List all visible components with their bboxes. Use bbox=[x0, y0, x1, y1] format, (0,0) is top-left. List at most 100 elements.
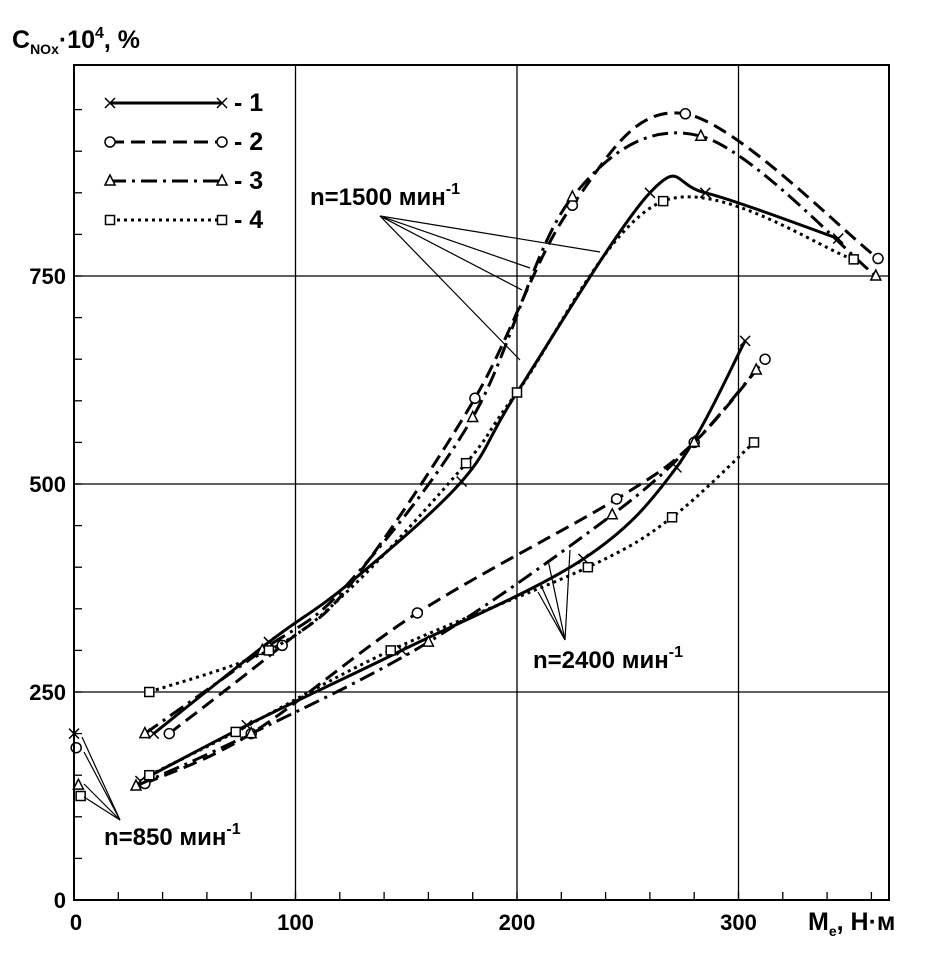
series-4-n1500-line bbox=[148, 195, 855, 694]
y-tick-label: 250 bbox=[29, 680, 66, 705]
legend-label: - 3 bbox=[234, 167, 263, 195]
y-tick-label: 0 bbox=[54, 888, 66, 913]
series-1 bbox=[68, 174, 844, 787]
series-1-point bbox=[456, 475, 468, 488]
legend-label: - 4 bbox=[234, 206, 263, 234]
leader-n850 bbox=[83, 783, 121, 821]
series-3-point bbox=[244, 725, 258, 739]
leader-n1500 bbox=[379, 215, 601, 253]
series-1-point bbox=[739, 335, 751, 347]
series-4-point bbox=[511, 387, 523, 398]
tick-labels: 0 100 200 300 0 250 500 750 bbox=[29, 264, 757, 935]
annotation-leaders bbox=[81, 215, 601, 821]
series-2-n850-point bbox=[70, 741, 82, 754]
series-3-n2400-line bbox=[135, 369, 758, 788]
series-3-point bbox=[466, 409, 479, 423]
legend-marker bbox=[216, 214, 228, 226]
series-1-n2400-line bbox=[139, 340, 747, 783]
y-axis-label-main: C bbox=[12, 26, 30, 54]
series-3-point bbox=[138, 725, 152, 739]
annotation-n2400-sup: -1 bbox=[669, 644, 683, 661]
leader-n1500 bbox=[379, 215, 523, 291]
annotation-n1500-text: n=1500 мин bbox=[310, 184, 446, 211]
x-axis-label: Me, Н·м bbox=[808, 908, 895, 939]
leader-n850 bbox=[83, 751, 121, 821]
series-4-point bbox=[582, 561, 594, 573]
series-3-point bbox=[129, 778, 143, 791]
leader-n2400 bbox=[547, 559, 566, 641]
annotation-n2400-text: n=2400 мин bbox=[533, 647, 669, 674]
series-2-point bbox=[872, 252, 884, 265]
plot-frame bbox=[73, 64, 890, 901]
series-1-point bbox=[832, 233, 844, 245]
y-tick-label: 750 bbox=[29, 264, 66, 289]
legend-marker bbox=[104, 214, 116, 226]
leader-n850 bbox=[81, 736, 121, 821]
y-axis-label-sup: 4 bbox=[95, 25, 104, 42]
series-4-point bbox=[263, 645, 275, 656]
leader-n1500 bbox=[379, 215, 531, 269]
series-1-n1500-line bbox=[152, 174, 839, 735]
series-3-n1500-line bbox=[144, 131, 877, 735]
x-tick-label: 0 bbox=[70, 910, 82, 935]
series-1-point bbox=[699, 187, 711, 199]
y-axis-label-mid: ·10 bbox=[59, 26, 95, 54]
series-2-point bbox=[759, 353, 771, 365]
leader-n1500 bbox=[379, 215, 521, 361]
series-3-point bbox=[694, 128, 708, 141]
series-layer bbox=[68, 108, 884, 802]
leader-n2400 bbox=[564, 549, 571, 641]
x-tick-label: 100 bbox=[277, 910, 314, 935]
series-4-point bbox=[657, 195, 669, 207]
x-axis-label-tail: , Н·м bbox=[837, 908, 896, 936]
legend: - 1 - 2 - 3 - 4 bbox=[103, 89, 263, 234]
legend-marker bbox=[104, 97, 116, 109]
series-3-n850-point bbox=[72, 777, 85, 790]
series-3-point bbox=[750, 362, 763, 375]
series-4 bbox=[75, 195, 859, 802]
series-3-point bbox=[687, 434, 701, 448]
series-4-point bbox=[230, 726, 241, 738]
series-2-point bbox=[469, 392, 481, 405]
legend-entry-2: - 2 bbox=[104, 128, 263, 156]
annotation-n1500: n=1500 мин-1 bbox=[310, 181, 460, 211]
x-axis-label-sub: e bbox=[829, 923, 837, 939]
x-axis-label-main: M bbox=[808, 908, 829, 936]
legend-marker bbox=[216, 136, 228, 148]
series-4-point bbox=[144, 769, 155, 781]
series-3-point bbox=[869, 268, 883, 281]
x-tick-label: 300 bbox=[720, 910, 757, 935]
series-2-point bbox=[679, 108, 692, 120]
y-axis-label-tail: , % bbox=[104, 26, 140, 54]
grid bbox=[74, 65, 889, 900]
legend-entry-3: - 3 bbox=[103, 167, 263, 195]
series-4-point bbox=[385, 645, 396, 656]
annotation-n2400: n=2400 мин-1 bbox=[533, 644, 683, 674]
legend-marker bbox=[104, 136, 116, 148]
legend-label: - 2 bbox=[234, 128, 263, 156]
series-3-point bbox=[606, 507, 619, 520]
series-2-point bbox=[163, 727, 175, 740]
y-axis-label-sub: NOx bbox=[30, 41, 59, 57]
y-axis-label: CNOx·104, % bbox=[12, 25, 140, 57]
series-3-point bbox=[566, 189, 579, 202]
series-4-n850-point bbox=[75, 790, 86, 802]
series-4-point bbox=[144, 686, 155, 698]
series-4-point bbox=[460, 457, 472, 469]
legend-entry-4: - 4 bbox=[104, 206, 263, 234]
axis-ticks bbox=[73, 108, 873, 901]
series-2-point bbox=[411, 607, 424, 619]
series-3-point bbox=[422, 634, 435, 647]
leader-n850 bbox=[83, 796, 121, 821]
series-2-point bbox=[276, 639, 288, 652]
legend-entry-1: - 1 bbox=[104, 89, 263, 117]
leader-n2400 bbox=[537, 591, 566, 641]
annotation-n850-sup: -1 bbox=[226, 821, 240, 838]
legend-marker bbox=[215, 173, 229, 186]
leader-n2400 bbox=[539, 582, 566, 641]
series-3 bbox=[72, 128, 883, 791]
annotation-n1500-sup: -1 bbox=[446, 181, 460, 198]
legend-marker bbox=[216, 97, 228, 109]
x-tick-label: 200 bbox=[499, 910, 536, 935]
